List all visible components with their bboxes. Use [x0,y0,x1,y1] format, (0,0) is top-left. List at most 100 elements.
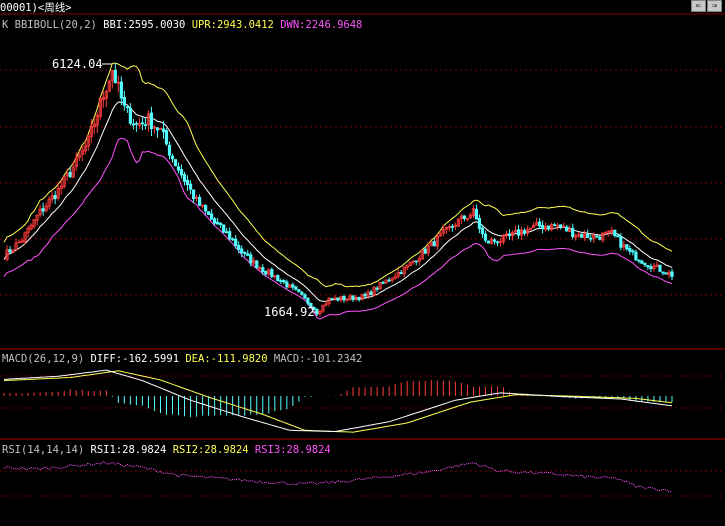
candle-body [559,224,563,228]
candle-body [411,260,415,263]
candle-body [143,124,148,126]
macd-label: MACD(26,12,9) [2,353,85,365]
candle-body [414,260,418,263]
low-price-label: 1664.92 [264,305,315,319]
candle-body [119,81,123,99]
candle-body [583,233,587,239]
candle-body [101,97,105,101]
candle-body [267,269,271,275]
candle-body [303,294,307,299]
candle-body [531,224,536,229]
candle-body [528,227,533,230]
candle-body [155,127,160,131]
window-title: 00001)<周线> [0,2,72,14]
candle-body [550,223,554,230]
candle-body [547,225,551,230]
candle-body [525,229,530,234]
candle-body [191,189,196,200]
candle-body [62,176,66,187]
candle-body [622,244,626,248]
candle-body [204,204,208,212]
candle-body [510,231,515,237]
lower-band-line [3,137,673,320]
candle-body [507,233,512,237]
dwn-value: DWN:2246.9648 [280,19,363,31]
candle-body [607,230,611,233]
next-button[interactable]: ⇒ [707,0,722,12]
candle-body [219,222,223,226]
diff-value: DIFF:-162.5991 [90,353,180,365]
candle-body [243,252,247,255]
dea-value: DEA:-111.9820 [185,353,268,365]
candle-body [17,241,21,244]
candle-body [513,230,518,233]
candle-body [5,249,9,260]
candle-body [185,179,190,186]
candle-body [393,276,397,279]
candle-body [441,229,445,234]
candle-body [59,185,63,189]
candle-body [47,198,51,207]
candle-body [146,113,151,125]
prev-button[interactable]: ⇐ [691,0,706,12]
candle-body [122,97,126,106]
candle-body [586,233,590,238]
candle-body [327,297,331,304]
candle-body [68,171,72,178]
candle-body [330,298,334,300]
candle-body [291,284,295,288]
candle-body [137,123,142,126]
bbi-value: BBI:2595.0030 [103,19,186,31]
candle-body [658,264,662,272]
candle-body [655,264,659,267]
candle-body [405,264,409,268]
candle-body [417,258,421,262]
macd-value: MACD:-101.2342 [273,353,363,365]
candle-body [357,297,361,301]
candle-body [504,233,509,237]
candle-body [86,135,90,147]
candle-body [182,174,187,182]
candle-body [104,91,108,99]
candle-body [637,259,641,262]
candle-body [255,260,259,269]
candle-body [396,271,400,277]
arrow-right-icon: ⇒ [711,1,718,11]
candle-body [480,227,485,235]
candle-body [38,208,42,216]
candle-body [309,303,313,308]
candle-body [83,145,87,152]
candle-body [194,196,199,199]
candle-body [541,224,545,230]
candle-body [646,265,650,268]
candle-body [390,278,394,281]
candle-body [429,241,433,247]
candle-body [116,81,120,84]
main-label: K [2,19,9,31]
candle-body [444,226,448,230]
candle-body [501,235,506,243]
candle-body [553,224,557,227]
candle-body [279,280,283,282]
candle-body [125,106,129,108]
candle-body [667,271,671,276]
candle-body [601,232,605,241]
candle-body [161,128,166,133]
candle-body [110,70,114,82]
candle-body [387,279,391,282]
candle-body [276,275,280,282]
candle-body [432,241,436,247]
candle-body [565,226,569,232]
candle-body [80,150,84,155]
candle-body [534,222,539,226]
candle-body [366,291,370,297]
rsi3-value: RSI3:28.9824 [254,444,331,456]
candle-body [237,245,241,250]
candle-body [402,266,406,275]
candle-body [492,239,497,242]
candle-body [435,235,439,247]
candle-body [625,244,629,250]
candle-body [210,213,214,220]
candle-body [375,287,379,290]
